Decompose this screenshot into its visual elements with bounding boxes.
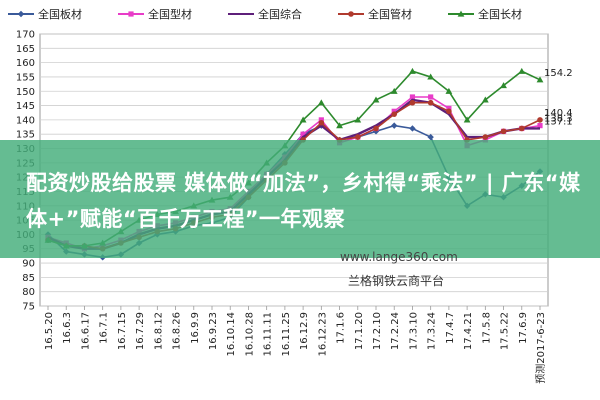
x-tick-label: 16.10.28 [244,312,255,357]
x-tick-label: 16.11.11 [263,312,274,357]
legend-label: 全国板材 [38,7,82,21]
data-point [17,10,25,18]
data-point [336,122,343,129]
x-tick-label: 16.11.25 [281,312,292,357]
data-point [348,11,354,17]
x-tick-label: 17.5.8 [481,312,492,344]
x-tick-label: 16.6.3 [62,312,73,344]
data-point [391,111,398,117]
data-point [457,10,465,17]
y-tick-label: 150 [16,87,35,98]
x-tick-label: 17.4.7 [445,312,456,344]
end-value-label: 138.3 [544,114,573,125]
data-point [427,99,434,106]
headline-text[interactable]: 配资炒股给股票 媒体做“加法”，乡村得“乘法” | 广东“媒体+”赋能“百千万工… [26,171,581,231]
data-point [427,73,435,80]
x-tick-label: 17.2.10 [372,312,383,350]
data-point [427,133,434,141]
x-tick-label: 17.1.6 [336,312,347,344]
x-tick-label: 17.5.22 [500,312,511,350]
data-point [537,117,543,123]
data-point [409,94,416,100]
data-point [318,119,325,126]
x-tick-label: 预测2017-6-23 [534,312,547,384]
x-tick-label: 17.3.24 [427,312,438,350]
legend-label: 全国管材 [368,7,412,21]
data-point [446,105,452,112]
platform-text: 兰格钢铁云商平台 [348,274,445,288]
data-point [300,131,306,137]
x-tick-label: 16.12.23 [317,312,328,357]
y-tick-label: 90 [22,259,35,270]
headline-banner [0,140,600,258]
data-point [445,87,453,94]
end-value-label: 140.4 [544,108,573,119]
x-tick-label: 16.10.14 [226,312,237,357]
data-point [500,128,507,135]
x-tick-label: 16.6.17 [80,312,91,350]
data-point [409,125,416,132]
data-point [317,99,325,106]
y-tick-label: 85 [22,273,35,284]
data-point [482,134,489,140]
x-tick-label: 16.12.9 [299,312,310,350]
data-point [481,96,489,103]
data-point [354,134,361,140]
data-point [463,116,471,123]
data-point [518,125,525,132]
data-point [409,99,416,106]
legend-label: 全国长材 [478,7,522,21]
x-tick-label: 17.1.20 [354,312,365,350]
x-tick-label: 16.9.9 [190,312,201,344]
x-axis: 16.5.20 16.6.3 16.6.17 16.7.1 16.7.15 16.7.29… [44,306,547,384]
y-tick-label: 170 [16,30,35,41]
data-point [390,87,398,94]
data-point [428,94,434,100]
data-point [500,82,507,89]
x-tick-label: 17.3.10 [408,312,419,350]
y-tick-label: 165 [16,44,35,55]
y-tick-label: 145 [16,101,35,112]
x-tick-label: 16.5.20 [44,312,55,350]
x-tick-label: 16.8.12 [153,312,164,350]
end-value-label: 137.1 [544,116,573,127]
data-point [354,116,362,123]
data-point [372,96,380,103]
data-point [482,137,488,143]
data-point [373,125,379,132]
y-tick-label: 80 [22,287,35,298]
x-tick-label: 16.8.26 [172,312,183,350]
data-point [409,67,416,74]
data-point [318,117,324,123]
x-tick-label: 16.7.29 [135,312,146,350]
data-point [391,122,398,129]
x-tick-label: 16.9.23 [208,312,219,350]
end-value-label: 154.2 [544,68,573,79]
y-tick-label: 75 [22,302,35,313]
data-point [128,11,134,17]
y-tick-label: 140 [16,115,35,126]
y-tick-label: 135 [16,130,35,141]
watermark-text: www.lange360.com [340,250,458,264]
x-tick-label: 17.4.21 [463,312,474,350]
legend-label: 全国综合 [258,7,302,21]
legend: 全国板材 全国型材 全国综合 全国管材 全国长材 [8,7,522,21]
x-tick-label: 16.7.15 [117,312,128,350]
y-tick-label: 160 [16,58,35,69]
x-tick-label: 17.2.24 [390,312,401,350]
x-tick-label: 17.6.9 [518,312,529,344]
data-point [518,67,526,74]
data-point [536,76,544,83]
data-point [299,116,307,123]
data-point [537,123,543,129]
y-tick-label: 155 [16,72,35,83]
x-tick-label: 16.7.1 [99,312,110,344]
legend-label: 全国型材 [148,7,192,21]
data-point [391,108,397,114]
data-point [446,108,452,115]
